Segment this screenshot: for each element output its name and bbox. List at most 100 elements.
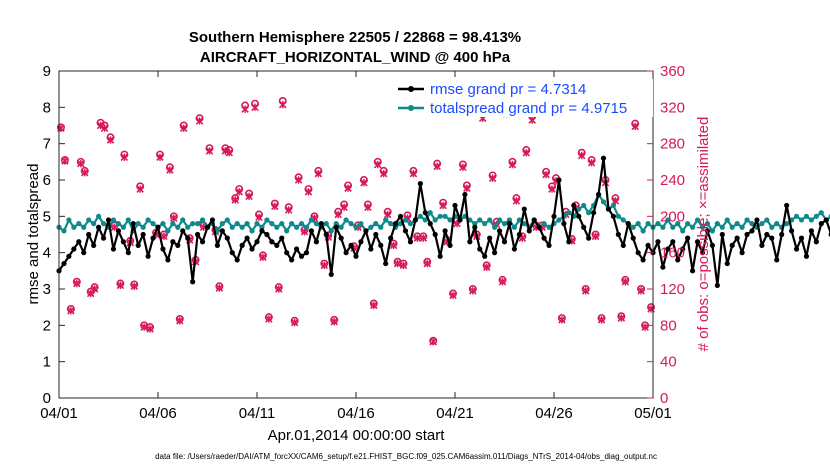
left-tick-label: 4 xyxy=(43,245,51,262)
totalspread-point xyxy=(61,228,67,234)
rmse-point xyxy=(170,239,176,245)
obs-assimilated-marker xyxy=(508,160,517,169)
totalspread-point xyxy=(734,221,740,227)
rmse-point xyxy=(229,250,235,256)
totalspread-point xyxy=(739,224,745,230)
obs-assimilated-marker xyxy=(340,203,348,212)
rmse-point xyxy=(546,242,552,248)
rmse-point xyxy=(729,242,735,248)
rmse-point xyxy=(130,221,136,227)
rmse-point xyxy=(378,242,384,248)
rmse-point xyxy=(734,235,740,241)
totalspread-point xyxy=(150,221,156,227)
rmse-point xyxy=(190,279,196,285)
rmse-point xyxy=(96,224,102,230)
rmse-point xyxy=(566,239,572,245)
obs-assimilated-marker xyxy=(235,188,243,196)
rmse-point xyxy=(610,213,617,219)
rmse-point xyxy=(348,242,354,248)
rmse-point xyxy=(274,242,280,248)
rmse-point xyxy=(91,242,97,248)
rmse-point xyxy=(219,228,225,234)
x-tick-label: 05/01 xyxy=(634,405,672,422)
obs-assimilated-marker xyxy=(597,316,606,324)
obs-assimilated-marker xyxy=(389,241,398,250)
totalspread-point xyxy=(496,217,503,223)
rmse-point xyxy=(303,250,310,256)
obs-assimilated-marker xyxy=(255,213,263,222)
rmse-point xyxy=(630,235,636,241)
obs-assimilated-marker xyxy=(587,158,596,167)
rmse-point xyxy=(704,228,711,234)
legend: rmse grand pr = 4.7314 totalspread grand… xyxy=(393,79,653,117)
rmse-point xyxy=(660,264,666,270)
rmse-point xyxy=(818,221,824,227)
totalspread-point xyxy=(274,224,280,230)
rmse-point xyxy=(779,231,785,238)
rmse-point xyxy=(789,228,795,234)
left-tick-label: 6 xyxy=(43,172,51,189)
rmse-point xyxy=(457,217,463,223)
totalspread-point xyxy=(328,228,334,234)
totalspread-point xyxy=(586,210,592,216)
totalspread-point xyxy=(284,228,290,234)
totalspread-point xyxy=(576,206,582,212)
obs-assimilated-marker xyxy=(225,148,234,157)
rmse-point xyxy=(338,235,344,241)
rmse-point xyxy=(323,231,329,238)
rmse-point xyxy=(724,260,730,267)
rmse-point xyxy=(635,250,641,256)
rmse-point xyxy=(501,239,508,245)
left-tick-label: 7 xyxy=(43,136,51,153)
rmse-point xyxy=(86,231,92,238)
rmse-point xyxy=(477,246,483,252)
totalspread-point xyxy=(620,217,626,223)
totalspread-point xyxy=(635,221,641,227)
rmse-point xyxy=(536,224,542,230)
rmse-point xyxy=(675,257,681,263)
totalspread-point xyxy=(81,224,87,230)
rmse-point xyxy=(506,221,513,227)
rmse-point xyxy=(482,253,488,259)
totalspread-point xyxy=(165,228,171,234)
right-tick-label: 320 xyxy=(660,99,685,116)
obs-assimilated-marker xyxy=(221,147,230,155)
rmse-point xyxy=(561,221,567,227)
totalspread-point xyxy=(645,221,651,227)
rmse-point xyxy=(605,206,612,212)
obs-assimilated-marker xyxy=(413,234,422,242)
rmse-point xyxy=(803,253,810,259)
obs-assimilated-marker xyxy=(278,100,287,109)
obs-assimilated-marker xyxy=(265,315,273,323)
left-tick-label: 9 xyxy=(43,63,51,80)
rmse-point xyxy=(264,231,270,238)
obs-assimilated-marker xyxy=(637,287,645,295)
rmse-point xyxy=(110,246,117,252)
obs-assimilated-marker xyxy=(522,148,531,157)
totalspread-point xyxy=(298,221,305,227)
obs-assimilated-marker xyxy=(364,203,372,212)
right-tick-label: 240 xyxy=(660,172,685,189)
rmse-point xyxy=(76,239,82,245)
rmse-point xyxy=(615,231,621,238)
rmse-point xyxy=(318,221,324,227)
obs-assimilated-marker xyxy=(591,232,600,241)
rmse-point xyxy=(71,246,77,252)
rmse-point xyxy=(492,250,498,256)
obs-assimilated-marker xyxy=(241,105,249,113)
right-tick-label: 280 xyxy=(660,136,685,153)
totalspread-point xyxy=(798,217,805,223)
totalspread-point xyxy=(699,224,706,230)
totalspread-point xyxy=(115,221,121,227)
totalspread-point xyxy=(749,221,755,227)
right-tick-label: 360 xyxy=(660,63,685,80)
rmse-point xyxy=(140,231,146,238)
totalspread-point xyxy=(219,221,225,227)
rmse-point xyxy=(591,210,597,216)
obs-assimilated-marker xyxy=(215,284,224,292)
rmse-point xyxy=(155,224,161,230)
rmse-point xyxy=(655,239,661,245)
totalspread-point xyxy=(670,224,676,230)
obs-assimilated-marker xyxy=(120,153,129,162)
rmse-point xyxy=(393,221,399,227)
